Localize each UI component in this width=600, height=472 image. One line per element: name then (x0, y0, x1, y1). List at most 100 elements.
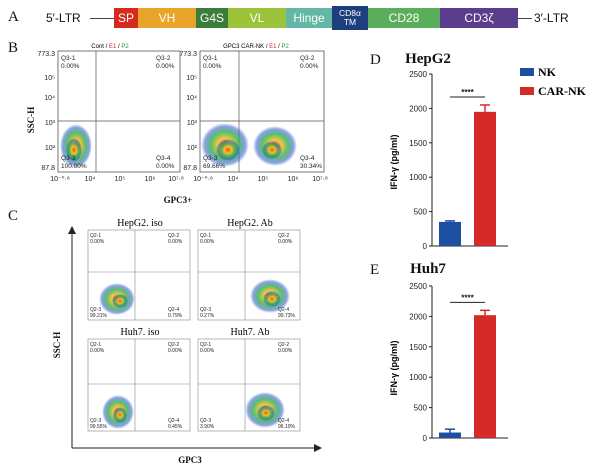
panel-b-plot-2-q4-value: 30.34% (300, 163, 322, 170)
panel-d-ytick-label: 500 (414, 208, 428, 217)
panel-e-bar-car-nk (474, 315, 496, 438)
panel-c-plot-4-q2-value: 0.00% (278, 348, 293, 354)
panel-b-ytick-2: 10³ (45, 120, 56, 127)
panel-c-plot-3-q1: Q2-1 (90, 342, 101, 348)
panel-c-plot-2-q2: Q2-2 (278, 233, 289, 239)
legend-nk-label: NK (538, 65, 557, 79)
panel-c-plot-2-q1: Q2-1 (200, 233, 211, 239)
panel-b-xtick-0: 10⁻⁰·⁸ (50, 175, 70, 183)
panel-b-plot-1-density (60, 124, 92, 168)
panel-e-bar-chart: Huh7 IFN-γ (pg/ml) 05001000150020002500 … (389, 261, 508, 443)
panel-e-ytick-label: 1500 (409, 343, 427, 352)
panel-b-plot-1-q3-value: 100.00% (61, 163, 87, 170)
panel-b-plot-1-q1-value: 0.00% (61, 63, 80, 70)
panel-d-legend: NK CAR-NK (520, 65, 587, 98)
panel-c-plot-3-q2-value: 0.00% (168, 348, 183, 354)
panel-d-bars (439, 104, 496, 246)
panel-d-ylabel: IFN-γ (pg/ml) (389, 135, 399, 190)
panel-b-plot-2-ytick-1: 10² (187, 145, 198, 152)
panel-c-plot-1-q1-value: 0.00% (90, 239, 105, 245)
panel-b-plot-1-q2-value: 0.00% (156, 63, 175, 70)
panel-e-ytick-label: 500 (414, 404, 428, 413)
panel-c-plot-3-q3: Q2-3 (90, 418, 101, 424)
panel-e-ytick-label: 0 (423, 434, 428, 443)
panel-c-plot-2-q3: Q2-3 (200, 307, 211, 313)
right-ltr-label: 3′-LTR (534, 11, 569, 25)
panel-b-plot-1-title: Cont / E1 / P2 (91, 44, 129, 50)
segment-cd28: CD28 (368, 8, 440, 28)
panel-b-plot-1-q1: Q3-1 (61, 55, 76, 62)
panel-d-ytick-label: 1500 (409, 139, 427, 148)
panel-c-plot-3-title: Huh7. iso (121, 327, 160, 338)
panel-c-plot-1-q2-value: 0.00% (168, 239, 183, 245)
panel-d-bar-chart: HepG2 IFN-γ (pg/ml) 0 500 1000 1500 2000 2500… (389, 51, 587, 251)
panel-c-plot-4-q2: Q2-2 (278, 342, 289, 348)
panel-e-ytick-label: 2000 (409, 312, 427, 321)
segment-g4s: G4S (196, 8, 228, 28)
panel-c-plot-4-title: Huh7. Ab (231, 327, 270, 338)
panel-b-plot-2-q2-value: 0.00% (300, 63, 319, 70)
panel-c-plot-1-q3-value: 99.21% (90, 313, 108, 319)
panel-d-bar-car-nk (474, 111, 496, 246)
panel-c-plot-3-q3-value: 99.55% (90, 424, 108, 430)
legend-nk-swatch (520, 68, 534, 76)
panel-b-plot-2-title: GPC3 CAR-NK / E1 / P2 (223, 44, 289, 50)
panel-c-plot-2-title: HepG2. Ab (227, 218, 273, 229)
panel-b-plot-1-q4: Q3-4 (156, 155, 171, 162)
panel-label-b: B (8, 40, 19, 56)
segment-vl: VL (228, 8, 286, 28)
left-ltr-label: 5′-LTR (46, 11, 81, 25)
panel-b-plot-1-yticks: 87.8 10² 10³ 10⁴ 10⁵ 773.3 (37, 51, 55, 172)
panel-c-plot-4: Huh7. Ab Q2-1 0.00% Q2-2 0.00% Q2-3 3.90… (197, 327, 301, 432)
panel-b-plot-1-q4-value: 0.00% (156, 163, 175, 170)
panel-e-ytick-label: 1000 (409, 373, 427, 382)
panel-b-plot-2-ytick-4: 10⁵ (186, 75, 197, 82)
panel-e-significance-label: **** (461, 293, 474, 302)
panel-b-plot-2-xtick-4: 10⁷·⁸ (312, 176, 328, 183)
car-construct-diagram: 5′-LTR SP VH G4S VL Hinge CD8α TM CD28 C… (0, 0, 600, 36)
panel-c-plot-4-q4: Q2-4 (278, 418, 289, 424)
panel-b-plot-2-xtick-3: 10⁶ (288, 176, 299, 183)
panel-d-title: HepG2 (405, 51, 451, 67)
panel-c-plot-3-q4-value: 0.45% (168, 424, 183, 430)
panel-e-title: Huh7 (410, 261, 446, 277)
panel-b-plot-2-q3-value: 69.66% (203, 163, 225, 170)
panel-b-plot-2-ytick-5: 773.3 (179, 51, 197, 58)
panel-c-plot-3-q4: Q2-4 (168, 418, 179, 424)
panel-b-plot-2-ytick-3: 10⁴ (186, 95, 197, 102)
panel-c-plot-2-density (250, 279, 290, 313)
panel-b-plot-2-ytick-2: 10³ (187, 120, 198, 127)
panel-b-plot-2-xtick-1: 10⁴ (228, 176, 239, 183)
panel-b-plot-2: GPC3 CAR-NK / E1 / P2 Q3-1 0.00% Q3-2 0.… (179, 44, 327, 183)
panel-b: SSC-H GPC3+ Cont / E1 / P2 Q3-1 0.00% Q3… (26, 44, 328, 205)
panel-c-plot-3: Huh7. iso Q2-1 0.00% Q2-2 0.00% Q2-3 99.… (87, 327, 191, 432)
panel-b-plot-2-q4: Q3-4 (300, 155, 315, 162)
panel-b-plot-2-q1: Q3-1 (203, 55, 218, 62)
segment-hinge: Hinge (286, 8, 332, 28)
panel-b-plot-2-q2: Q3-2 (300, 55, 315, 62)
panel-b-plot-1-q2: Q3-2 (156, 55, 171, 62)
panel-b-plot-1-xticks: 10⁻⁰·⁸ 10⁴ 10⁵ 10⁶ 10⁷·⁸ (50, 175, 184, 183)
panel-c-plot-1-q4: Q2-4 (168, 307, 179, 313)
panel-b-plot-2-yticks: 87.8 10² 10³ 10⁴ 10⁵ 773.3 (179, 51, 197, 172)
right-ltr-line (518, 18, 532, 19)
panel-e-ylabel: IFN-γ (pg/ml) (389, 341, 399, 396)
panel-c-y-arrow-head (68, 226, 76, 234)
panel-c-plot-1-density (99, 283, 135, 315)
panel-b-plot-2-q3: Q3-3 (203, 155, 218, 162)
panel-c-plot-4-density (245, 392, 285, 428)
legend-car-nk-swatch (520, 87, 534, 95)
panel-b-xtick-3: 10⁶ (145, 176, 156, 183)
panel-c-plot-4-q1: Q2-1 (200, 342, 211, 348)
panel-d-yticks: 0 500 1000 1500 2000 2500 (409, 70, 508, 251)
panel-e-ytick-label: 2500 (409, 282, 427, 291)
panel-b-xtick-1: 10⁴ (85, 176, 96, 183)
panel-e-bars (439, 309, 496, 438)
panel-d-ytick-label: 2500 (409, 70, 427, 79)
segment-cd3z: CD3ζ (440, 8, 518, 28)
panel-b-plot-1: Cont / E1 / P2 Q3-1 0.00% Q3-2 0.00% Q3-… (37, 44, 183, 183)
panel-c-plot-1-q4-value: 0.79% (168, 313, 183, 319)
panel-c-plot-2-q1-value: 0.00% (200, 239, 215, 245)
panel-label-c: C (8, 208, 19, 224)
